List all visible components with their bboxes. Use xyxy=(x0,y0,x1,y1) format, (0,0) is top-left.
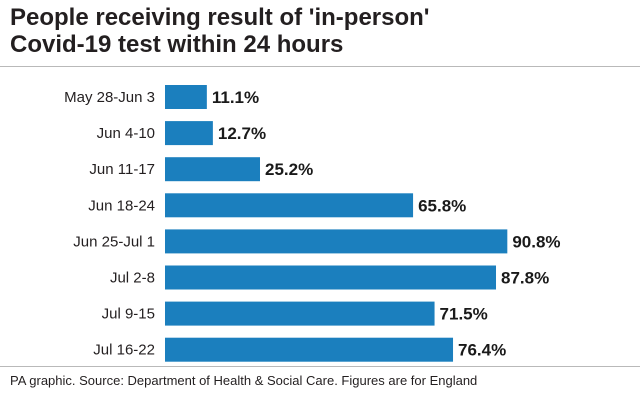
value-label: 87.8% xyxy=(501,269,549,288)
category-label: Jun 4-10 xyxy=(97,125,155,142)
value-label: 25.2% xyxy=(265,160,313,179)
bar xyxy=(165,85,207,109)
category-label: Jun 25-Jul 1 xyxy=(73,233,155,250)
title-line-2: Covid-19 test within 24 hours xyxy=(10,31,344,58)
value-label: 65.8% xyxy=(418,196,466,215)
category-label: Jun 11-17 xyxy=(89,161,155,178)
chart-title: People receiving result of 'in-person' C… xyxy=(10,4,430,58)
category-label: Jul 9-15 xyxy=(102,306,155,323)
bottom-divider xyxy=(0,366,640,367)
value-label: 71.5% xyxy=(440,305,488,324)
bar-chart: May 28-Jun 3 11.1% Jun 4-10 12.7% Jun 11-17 2… xyxy=(64,85,561,362)
bar xyxy=(165,121,213,146)
value-label: 76.4% xyxy=(458,341,506,360)
bar xyxy=(165,337,454,362)
source-note: PA graphic. Source: Department of Health… xyxy=(10,373,478,388)
title-line-1: People receiving result of 'in-person' xyxy=(10,4,430,31)
value-label: 90.8% xyxy=(512,232,560,251)
category-label: May 28-Jun 3 xyxy=(64,89,155,106)
bar xyxy=(165,301,435,326)
category-label: Jul 2-8 xyxy=(110,270,155,287)
category-label: Jul 16-22 xyxy=(93,342,155,359)
bar xyxy=(165,193,414,218)
bar xyxy=(165,265,497,290)
top-divider xyxy=(0,66,640,67)
value-label: 11.1% xyxy=(212,88,259,107)
category-label: Jun 18-24 xyxy=(88,197,155,214)
bar xyxy=(165,157,261,182)
value-label: 12.7% xyxy=(218,124,266,143)
bar xyxy=(165,229,508,254)
